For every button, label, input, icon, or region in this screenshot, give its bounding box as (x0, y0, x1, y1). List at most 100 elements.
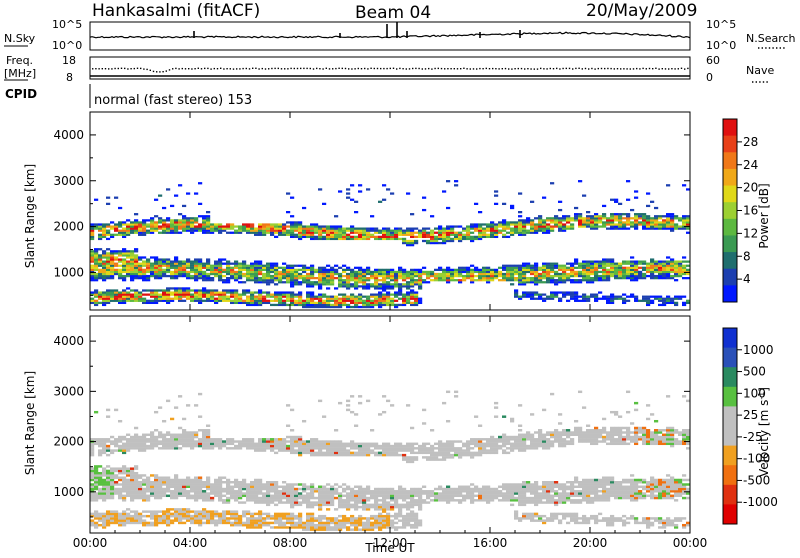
power-cell (290, 234, 294, 236)
power-cell (486, 271, 490, 273)
velocity-cell (354, 524, 358, 526)
velocity-cell (298, 452, 302, 454)
power-cell (258, 294, 262, 296)
velocity-cell (110, 440, 114, 442)
power-cell (130, 258, 134, 260)
velocity-cell (178, 508, 182, 510)
power-cell (142, 221, 146, 223)
velocity-cell (326, 497, 330, 499)
velocity-cell (382, 508, 386, 510)
power-cell (354, 302, 358, 304)
power-cell (174, 294, 178, 296)
power-cell (666, 221, 670, 223)
power-cell (558, 291, 562, 293)
velocity-cell (390, 524, 394, 526)
power-cell (490, 279, 494, 281)
nave-dot (668, 68, 669, 69)
power-cell (438, 273, 442, 275)
velocity-cell (198, 490, 202, 492)
velocity-cell (210, 438, 214, 440)
velocity-cell (218, 513, 222, 515)
power-cell (298, 296, 302, 298)
power-cell (222, 230, 226, 232)
power-cell (198, 230, 202, 232)
power-cell (582, 219, 586, 221)
power-cell (590, 223, 594, 225)
velocity-cell (194, 519, 198, 521)
velocity-cell (174, 519, 178, 521)
velocity-cell (258, 486, 262, 488)
power-cell (118, 221, 122, 223)
power-cell (674, 269, 678, 271)
power-cell (306, 228, 310, 230)
velocity-cell (298, 519, 302, 521)
power-cell (454, 279, 458, 281)
velocity-cell (250, 488, 254, 490)
power-cell (250, 279, 254, 281)
velocity-cell (342, 524, 346, 526)
power-cell (666, 217, 670, 219)
power-cell (586, 211, 590, 213)
power-cell (186, 289, 190, 291)
power-cell (546, 230, 550, 232)
power-cell (190, 269, 194, 271)
power-cell (642, 219, 646, 221)
power-cell (102, 236, 106, 238)
power-cell (294, 223, 298, 225)
power-cell (286, 279, 290, 281)
power-cell (650, 263, 654, 265)
power-cell (594, 300, 598, 302)
power-cell (390, 294, 394, 296)
power-cell (138, 265, 142, 267)
power-cell (638, 267, 642, 269)
power-cell (626, 180, 630, 182)
velocity-cell (178, 443, 182, 445)
power-cell (566, 219, 570, 221)
nave-dot (470, 68, 471, 69)
power-cell (522, 273, 526, 275)
nsearch-label: N.Search (746, 32, 796, 45)
power-cell (402, 271, 406, 273)
power-cell (342, 298, 346, 300)
power-cell (682, 223, 686, 225)
velocity-cell (214, 510, 218, 512)
power-cell (622, 221, 626, 223)
power-cell (362, 271, 366, 273)
velocity-cell (398, 526, 402, 528)
power-cell (578, 221, 582, 223)
power-cell (554, 217, 558, 219)
velocity-cell (146, 476, 150, 478)
power-cell (122, 271, 126, 273)
power-cell (138, 258, 142, 260)
power-cell (642, 300, 646, 302)
power-cell (338, 238, 342, 240)
power-cell (118, 291, 122, 293)
velocity-cell (254, 488, 258, 490)
power-cell (450, 234, 454, 236)
power-cell (438, 267, 442, 269)
velocity-cell (106, 445, 110, 447)
velocity-cell (282, 513, 286, 515)
velocity-cell (214, 522, 218, 524)
power-cell (646, 302, 650, 304)
power-cell (422, 232, 426, 234)
velocity-cell (206, 440, 210, 442)
power-cell (198, 263, 202, 265)
power-cell (666, 269, 670, 271)
power-cell (682, 267, 686, 269)
velocity-cell (90, 492, 94, 494)
velocity-cell (126, 508, 130, 510)
velocity-cell (202, 429, 206, 431)
power-cell (182, 294, 186, 296)
power-cell (374, 302, 378, 304)
power-cell (578, 271, 582, 273)
velocity-cell (182, 486, 186, 488)
power-cell (218, 271, 222, 273)
nave-dot (98, 68, 99, 69)
power-cell (166, 298, 170, 300)
power-cell (490, 232, 494, 234)
power-cell (550, 275, 554, 277)
power-cell (238, 275, 242, 277)
velocity-cell (370, 504, 374, 506)
velocity-cell (290, 443, 294, 445)
